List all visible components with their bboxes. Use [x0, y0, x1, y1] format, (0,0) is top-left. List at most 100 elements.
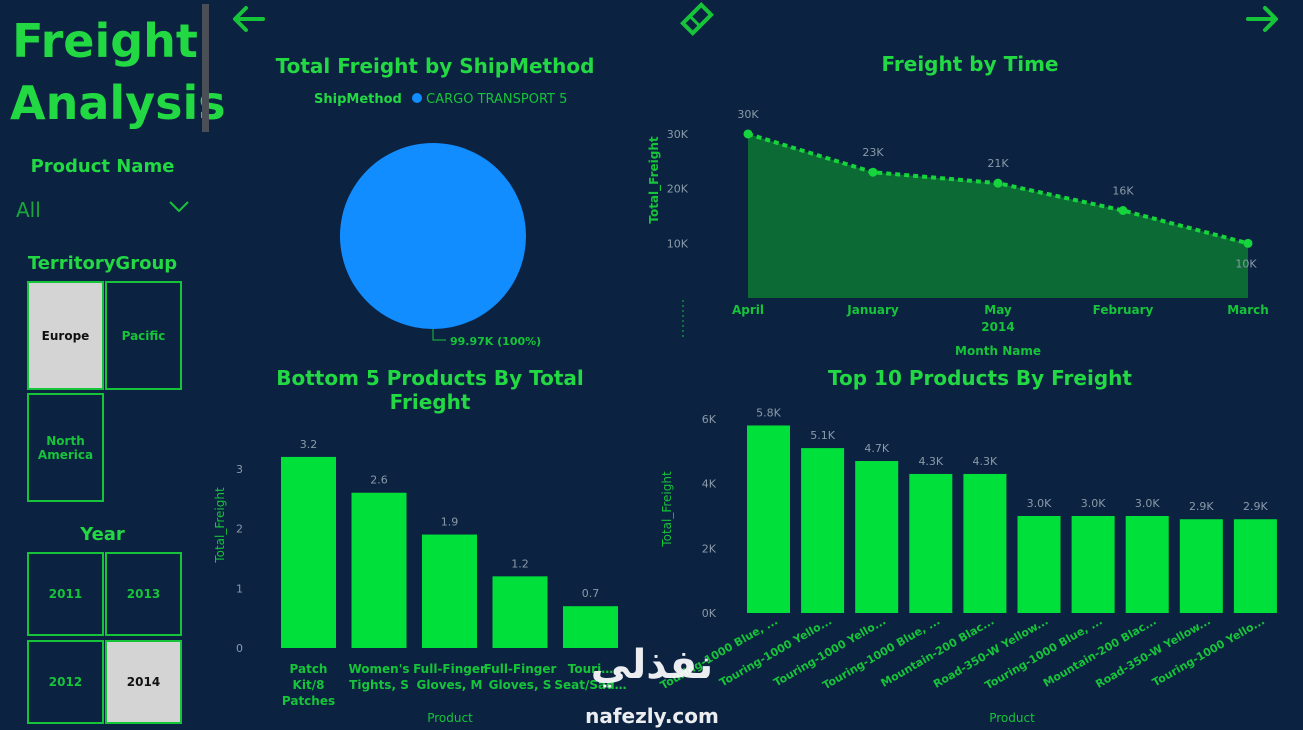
- top10-y-tick-label: 4K: [702, 478, 717, 491]
- bottom5-bar[interactable]: [351, 492, 407, 648]
- area-point[interactable]: [993, 178, 1003, 188]
- area-x-tick-label: March: [1227, 303, 1269, 317]
- bottom5-chart: Total_Freight 0 1 2 3 3.2 Patch Kit/8 Patches 2…: [213, 438, 627, 725]
- area-point[interactable]: [743, 129, 753, 139]
- eraser-icon[interactable]: [678, 0, 716, 38]
- area-chart-title: Freight by Time: [881, 52, 1059, 76]
- top10-y-axis-label: Total_Freight: [660, 471, 674, 548]
- top10-data-label: 4.3K: [918, 455, 943, 468]
- bottom5-bar[interactable]: [281, 456, 336, 648]
- watermark-latin: nafezly.com: [585, 704, 719, 728]
- bottom5-bar[interactable]: [422, 534, 477, 648]
- top10-bar[interactable]: [801, 448, 845, 613]
- top10-y-tick-label: 2K: [702, 542, 717, 555]
- top10-bar[interactable]: [1179, 519, 1223, 613]
- year-option-2013[interactable]: 2013: [105, 552, 182, 636]
- top10-x-axis-label: Product: [989, 711, 1035, 725]
- area-data-label: 21K: [987, 157, 1009, 170]
- bottom5-x-tick-label: Gloves, M: [417, 678, 483, 692]
- product-name-slicer-title: Product Name: [30, 156, 175, 177]
- area-data-label: 16K: [1112, 185, 1134, 198]
- pie-slice-cargo-transport-5[interactable]: [340, 143, 526, 329]
- top10-bar[interactable]: [909, 473, 953, 613]
- territory-slicer-title: TerritoryGroup: [27, 253, 178, 274]
- top10-data-label: 2.9K: [1243, 500, 1268, 513]
- bottom5-y-tick-label: 1: [236, 582, 243, 595]
- bottom5-chart-title: Bottom 5 Products By Total Frieght: [276, 366, 584, 414]
- top10-chart-title: Top 10 Products By Freight: [828, 366, 1132, 390]
- territory-option-europe[interactable]: Europe: [27, 281, 104, 390]
- title-divider: [202, 4, 209, 132]
- bottom5-bar[interactable]: [492, 576, 548, 648]
- top10-bar[interactable]: [963, 473, 1007, 613]
- pie-legend: ShipMethod CARGO TRANSPORT 5: [314, 92, 567, 107]
- bottom5-x-tick-label: Patch: [290, 662, 328, 676]
- area-point[interactable]: [1118, 206, 1128, 215]
- top10-y-tick-label: 6K: [702, 413, 717, 426]
- area-y-axis-label: Total_Freight: [647, 136, 662, 224]
- top10-data-label: 3.0K: [1081, 497, 1106, 510]
- pie-label-leader: [432, 329, 446, 341]
- top10-bar[interactable]: [747, 425, 790, 613]
- year-slicer-title: Year: [80, 524, 125, 545]
- report-title: Freight Analysis: [10, 14, 226, 130]
- bottom5-y-tick-label: 0: [236, 642, 243, 655]
- top10-data-label: 3.0K: [1027, 497, 1052, 510]
- bottom5-x-tick-label: Gloves, S: [489, 678, 552, 692]
- top10-y-tick-label: 0K: [702, 607, 717, 620]
- bottom5-x-tick-label: Patches: [282, 694, 335, 708]
- bottom5-x-tick-label: Seat/Sad…: [554, 678, 626, 692]
- top10-bar[interactable]: [1017, 516, 1061, 613]
- bottom5-y-axis-label: Total_Freight: [213, 487, 227, 564]
- pie-chart: 99.97K (100%): [340, 143, 541, 348]
- pie-legend-item: CARGO TRANSPORT 5: [426, 92, 568, 107]
- product-name-value: All: [16, 198, 41, 222]
- bottom5-x-tick-label: Full-Finger: [413, 662, 486, 676]
- bottom5-data-label: 1.9: [441, 516, 459, 529]
- bottom5-y-tick-label: 2: [236, 523, 243, 536]
- pie-chart-title: Total Freight by ShipMethod: [275, 54, 595, 78]
- area-x-sub-label: 2014: [981, 320, 1014, 334]
- area-x-axis-label: Month Name: [955, 344, 1041, 358]
- bottom5-bar[interactable]: [563, 606, 618, 648]
- territory-option-pacific[interactable]: Pacific: [105, 281, 182, 390]
- arrow-right-icon[interactable]: [1245, 4, 1281, 34]
- chevron-down-icon: [169, 201, 189, 213]
- bottom5-data-label: 0.7: [582, 587, 600, 600]
- area-point[interactable]: [1243, 238, 1253, 248]
- pie-slice-label: 99.97K (100%): [450, 335, 541, 348]
- top10-data-label: 5.8K: [756, 406, 781, 419]
- arrow-left-icon[interactable]: [230, 4, 266, 34]
- bottom5-data-label: 1.2: [511, 557, 529, 570]
- product-name-dropdown[interactable]: All: [10, 192, 195, 226]
- top10-data-label: 2.9K: [1189, 500, 1214, 513]
- top10-bar[interactable]: [1071, 516, 1115, 613]
- top10-bar[interactable]: [1233, 519, 1277, 613]
- area-point[interactable]: [868, 167, 878, 177]
- area-x-tick-label: April: [732, 303, 764, 317]
- bottom5-x-tick-label: Touri…: [568, 662, 613, 676]
- top10-data-label: 4.7K: [864, 442, 889, 455]
- year-option-2011[interactable]: 2011: [27, 552, 104, 636]
- area-y-tick-label: 10K: [667, 237, 689, 250]
- area-x-tick-label: January: [846, 303, 899, 317]
- bottom5-x-tick-label: Tights, S: [349, 678, 409, 692]
- year-option-2014[interactable]: 2014: [105, 640, 182, 724]
- bottom5-y-tick-label: 3: [236, 463, 243, 476]
- top10-bar[interactable]: [1125, 516, 1169, 613]
- territory-option-north-america[interactable]: North America: [27, 393, 104, 502]
- top10-data-label: 4.3K: [973, 455, 998, 468]
- pie-legend-title: ShipMethod: [314, 92, 402, 107]
- bottom5-data-label: 2.6: [370, 474, 388, 487]
- watermark-arabic: نفذلي: [590, 642, 714, 688]
- area-y-tick-label: 20K: [667, 183, 689, 196]
- year-option-2012[interactable]: 2012: [27, 640, 104, 724]
- bottom5-x-tick-label: Kit/8: [293, 678, 325, 692]
- pie-legend-marker: [411, 93, 422, 103]
- top10-data-label: 3.0K: [1135, 497, 1160, 510]
- area-data-label: 30K: [737, 108, 759, 121]
- area-data-label: 10K: [1235, 257, 1257, 270]
- top10-bar[interactable]: [855, 461, 899, 613]
